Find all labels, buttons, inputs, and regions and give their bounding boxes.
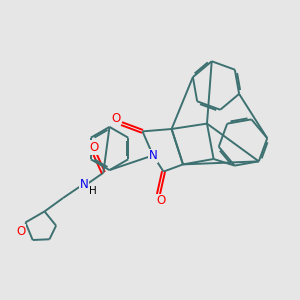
- Text: O: O: [112, 112, 121, 125]
- Text: O: O: [90, 141, 99, 154]
- Text: N: N: [148, 149, 158, 163]
- Text: H: H: [89, 186, 97, 196]
- Text: O: O: [157, 194, 166, 208]
- Text: N: N: [80, 178, 88, 191]
- Text: O: O: [16, 225, 25, 238]
